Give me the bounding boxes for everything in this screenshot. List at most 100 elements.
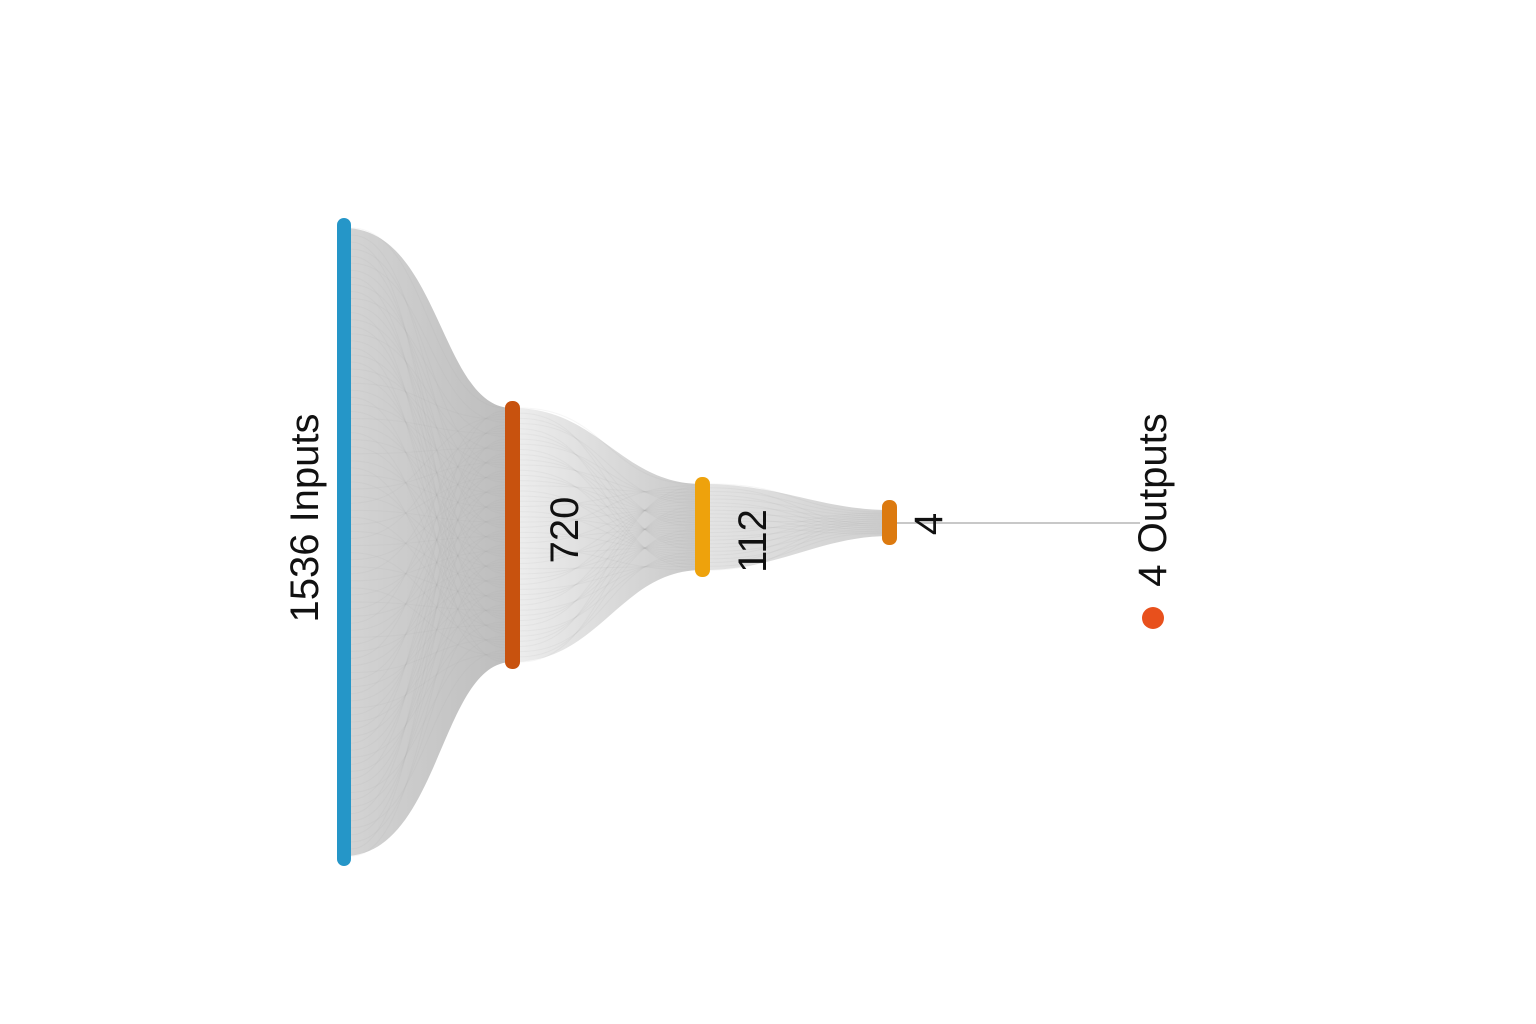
connection-strand <box>519 490 696 627</box>
output-marker-dot <box>1142 607 1164 629</box>
connection-strand <box>350 389 506 526</box>
connection-strand <box>709 522 883 530</box>
connection-strand <box>519 487 696 647</box>
connection-strand <box>519 546 696 554</box>
connection-strand <box>350 458 506 610</box>
connection-funnel-112-to-4 <box>702 484 890 570</box>
connection-strand <box>350 504 506 596</box>
connection-strand <box>350 550 506 582</box>
connection-strand <box>709 514 883 541</box>
connection-strand <box>519 523 696 559</box>
connection-strand <box>350 501 506 716</box>
connection-strand <box>709 526 883 545</box>
input-layer-label: 1536 Inputs <box>283 413 327 622</box>
connection-strand <box>350 396 506 632</box>
connection-strand <box>519 485 696 528</box>
layers-group <box>337 218 897 866</box>
connection-strand <box>350 453 506 850</box>
connection-strand <box>350 470 506 765</box>
connection-strand <box>519 474 696 539</box>
connection-strand <box>519 459 696 520</box>
connection-strand <box>350 467 506 660</box>
connection-strand <box>350 283 506 483</box>
connection-funnel-720-to-112 <box>512 408 702 662</box>
connection-strand <box>350 248 506 469</box>
connection-strand <box>709 502 883 529</box>
connection-strand <box>519 539 696 596</box>
connection-strand <box>350 473 506 645</box>
connection-strand <box>519 500 696 513</box>
connection-strand <box>519 506 696 663</box>
connection-strand <box>519 531 696 552</box>
connection-strand <box>519 464 696 497</box>
connection-strand <box>350 578 506 652</box>
connection-strand <box>350 447 506 455</box>
connection-strand <box>350 427 506 659</box>
connection-strand <box>350 530 506 583</box>
connection-strand <box>519 417 696 527</box>
connection-strand <box>709 509 883 531</box>
hidden-layer-720-label: 720 <box>543 497 587 564</box>
connection-strand <box>350 530 506 786</box>
connection-strand <box>350 461 506 490</box>
connection-strand <box>350 456 506 730</box>
connection-strand <box>709 512 883 534</box>
connection-strand <box>350 319 506 497</box>
connection-strand <box>350 234 506 515</box>
connection-strand <box>709 524 883 535</box>
connection-strand <box>350 305 506 543</box>
connection-strand <box>709 532 883 567</box>
connection-strand <box>350 474 506 509</box>
outputs-label: 4 Outputs <box>1131 413 1175 586</box>
connection-strand <box>519 485 696 494</box>
connection-strand <box>350 227 506 409</box>
hidden-layer-720-bar <box>505 401 520 669</box>
connection-strand <box>350 552 506 643</box>
connection-strand <box>350 354 506 512</box>
connection-strand <box>350 424 506 779</box>
connection-strand <box>350 484 506 801</box>
connection-strand <box>519 480 696 517</box>
connection-strand <box>519 428 696 569</box>
connection-strand <box>350 487 506 681</box>
connection-strand <box>519 509 696 642</box>
connection-strand <box>350 241 506 620</box>
connection-strand <box>350 481 506 614</box>
connection-strand <box>350 425 506 540</box>
connection-strand <box>519 494 696 606</box>
connection-strand <box>709 487 883 525</box>
connection-strand <box>709 516 883 549</box>
connection-strand <box>519 504 696 544</box>
output-layer-label: 4 <box>907 513 951 535</box>
connection-strand <box>350 430 506 539</box>
connection-strand <box>519 407 696 485</box>
connection-strand <box>709 513 883 521</box>
connection-strand <box>350 638 506 674</box>
connection-strand <box>350 652 506 709</box>
connection-strand <box>519 536 696 616</box>
connection-strand <box>519 516 696 532</box>
connection-strand <box>350 410 506 744</box>
connection-strand <box>519 516 696 601</box>
connection-strand <box>519 443 696 501</box>
connection-strand <box>350 621 506 758</box>
connection-strand <box>350 635 506 793</box>
connection-strand <box>350 498 506 836</box>
connection-strand <box>350 361 506 617</box>
connection-strand <box>350 624 506 638</box>
connection-strand <box>350 593 506 688</box>
connection-strand <box>350 255 506 575</box>
connection-strand <box>350 312 506 649</box>
connection-strands <box>350 227 883 857</box>
connection-strand <box>350 432 506 646</box>
connection-strand <box>519 558 696 611</box>
connection-strand <box>350 650 506 829</box>
connection-strand <box>350 509 506 523</box>
connection-strand <box>350 490 506 561</box>
connection-strand <box>709 494 883 527</box>
connection-strand <box>350 269 506 529</box>
connection-strand <box>709 505 883 519</box>
connection-strand <box>519 497 696 585</box>
connection-strand <box>709 483 883 513</box>
connection-strand <box>350 601 506 612</box>
